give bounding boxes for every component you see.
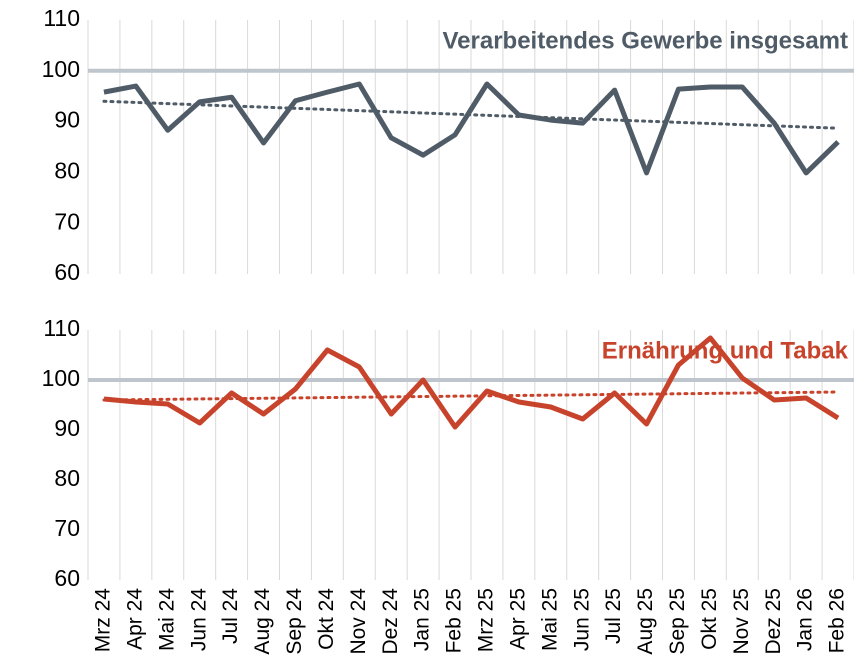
- x-tick-label: Jan 26: [794, 588, 817, 651]
- x-tick-label: Jun 24: [187, 588, 210, 651]
- x-tick-label: Nov 24: [347, 588, 370, 655]
- x-tick-label: Mrz 24: [92, 588, 115, 653]
- x-tick-label: Mai 25: [538, 588, 561, 651]
- y-tick-label: 70: [54, 515, 80, 541]
- y-tick-label: 60: [54, 565, 80, 591]
- y-tick-label: 110: [43, 5, 80, 31]
- x-tick-label: Okt 24: [315, 588, 338, 650]
- x-tick-label: Jul 25: [602, 588, 625, 644]
- y-tick-label: 80: [54, 157, 80, 183]
- x-tick-label: Mrz 25: [475, 588, 498, 652]
- x-tick-label: Aug 24: [251, 588, 274, 655]
- y-tick-label: 100: [42, 56, 80, 82]
- data-line: [103, 81, 840, 176]
- y-tick-label: 60: [54, 259, 80, 285]
- x-tick-label: Mai 24: [155, 588, 178, 651]
- trend-line: [102, 99, 840, 130]
- x-tick-label: Apr 24: [123, 588, 146, 650]
- x-tick-label: Sep 24: [283, 588, 306, 655]
- y-tick-label: 90: [54, 107, 80, 133]
- chart-title: Verarbeitendes Gewerbe insgesamt: [442, 27, 848, 54]
- x-tick-label: Okt 25: [698, 588, 721, 650]
- y-tick-label: 110: [43, 315, 80, 341]
- x-tick-label: Sep 25: [666, 588, 689, 655]
- x-tick-label: Dez 25: [762, 588, 785, 655]
- x-tick-label: Nov 25: [730, 588, 753, 655]
- x-tick-label: Jan 25: [411, 588, 434, 651]
- x-tick-label: Dez 24: [379, 588, 402, 655]
- y-tick-label: 100: [42, 365, 80, 391]
- x-tick-label: Aug 25: [634, 588, 657, 655]
- x-tick-label: Apr 25: [506, 588, 529, 650]
- data-line: [103, 335, 840, 430]
- x-tick-label: Jun 25: [570, 588, 593, 651]
- x-tick-label: Feb 25: [443, 588, 466, 653]
- x-tick-label: Feb 26: [826, 588, 849, 653]
- chart-title: Ernährung und Tabak: [602, 337, 849, 364]
- y-tick-label: 70: [54, 208, 80, 234]
- y-tick-label: 90: [54, 415, 80, 441]
- y-tick-label: 80: [54, 465, 80, 491]
- x-tick-label: Jul 24: [219, 588, 242, 644]
